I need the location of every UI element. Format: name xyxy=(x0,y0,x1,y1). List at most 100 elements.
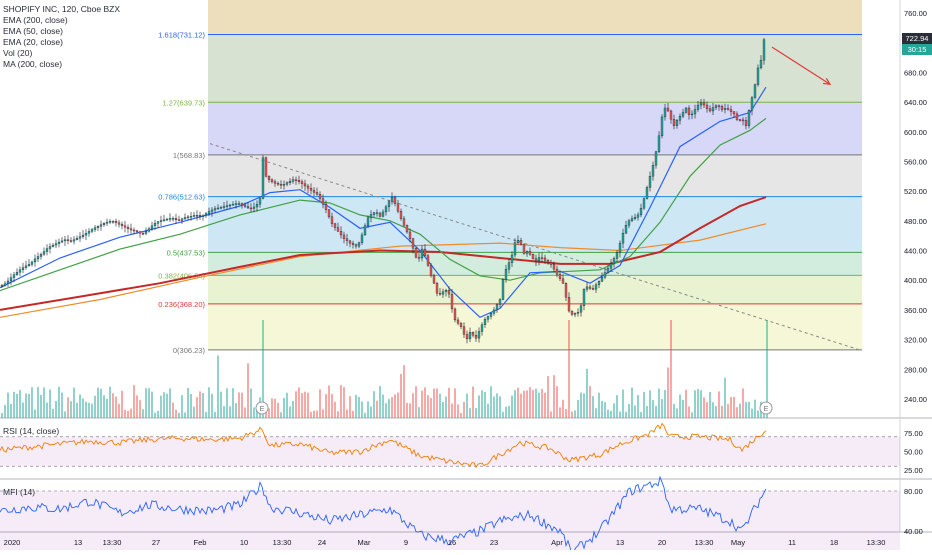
volume-bar xyxy=(331,394,333,418)
candle-body xyxy=(405,225,409,233)
volume-bar xyxy=(241,392,243,418)
arrow-drawing[interactable] xyxy=(771,46,832,86)
legend-volume[interactable]: Vol (20) xyxy=(3,48,33,58)
volume-bar xyxy=(79,394,81,418)
candle-body xyxy=(603,272,607,278)
volume-bar xyxy=(46,402,48,418)
volume-bar xyxy=(115,396,117,418)
candle-body xyxy=(246,206,250,209)
volume-bar xyxy=(307,392,309,418)
volume-bar xyxy=(202,393,204,418)
candle-body xyxy=(279,184,283,186)
volume-bar xyxy=(157,410,159,418)
candle-body xyxy=(177,219,181,222)
candle-body xyxy=(438,293,442,295)
candle-body xyxy=(591,288,595,290)
volume-bar xyxy=(520,393,522,418)
earnings-marker-icon xyxy=(255,401,269,415)
candle-body xyxy=(27,264,31,267)
candle-body xyxy=(24,265,28,268)
candle-body xyxy=(96,226,100,228)
volume-bar xyxy=(70,401,72,418)
candle-body xyxy=(510,254,514,263)
mfi-pane-label[interactable]: MFI (14) xyxy=(3,487,36,497)
volume-bar xyxy=(604,402,606,418)
price-tick: 600.00 xyxy=(904,128,927,137)
price-tick: 320.00 xyxy=(904,336,927,345)
candle-body xyxy=(78,236,82,239)
legend-ema20[interactable]: EMA (20, close) xyxy=(3,37,63,47)
volume-bar xyxy=(529,387,531,418)
mfi-band xyxy=(0,491,900,551)
candle-body xyxy=(231,204,235,206)
candle-body xyxy=(0,285,4,287)
volume-bar xyxy=(544,392,546,418)
candle-body xyxy=(429,265,433,276)
volume-bar xyxy=(679,394,681,418)
volume-bar xyxy=(148,388,150,418)
candle-body xyxy=(630,218,634,221)
candle-body xyxy=(516,239,520,243)
volume-bar xyxy=(397,392,399,418)
volume-bar xyxy=(724,377,726,418)
candle-body xyxy=(318,194,322,199)
candle-body xyxy=(747,110,751,126)
volume-bar xyxy=(424,387,426,418)
volume-bar xyxy=(601,400,603,418)
legend-ema200[interactable]: EMA (200, close) xyxy=(3,15,68,25)
candle-body xyxy=(372,212,376,215)
rsi-pane-label[interactable]: RSI (14, close) xyxy=(3,426,60,436)
volume-bar xyxy=(643,391,645,418)
volume-bar xyxy=(343,387,345,418)
mfi-pane xyxy=(0,475,900,555)
candle-body xyxy=(336,227,340,232)
volume-bar xyxy=(466,393,468,418)
candle-body xyxy=(201,215,205,217)
volume-bar xyxy=(220,391,222,418)
price-tick: 280.00 xyxy=(904,365,927,374)
candle-body xyxy=(552,264,556,270)
candle-body xyxy=(45,248,49,252)
candle-body xyxy=(255,203,259,208)
ema50-line xyxy=(0,117,767,292)
volume-bar xyxy=(430,397,432,418)
volume-bar xyxy=(691,412,693,418)
candle-body xyxy=(264,157,268,177)
candle-body xyxy=(681,112,685,117)
candle-body xyxy=(138,231,142,234)
candle-body xyxy=(228,204,232,207)
volume-bar xyxy=(283,397,285,418)
candle-body xyxy=(54,243,58,246)
candle-body xyxy=(9,277,13,282)
legend-ma200[interactable]: MA (200, close) xyxy=(3,59,63,69)
volume-bar xyxy=(214,411,216,418)
volume-bar xyxy=(592,396,594,418)
volume-bar xyxy=(445,396,447,418)
candle-body xyxy=(378,212,382,217)
legend-ema50[interactable]: EMA (50, close) xyxy=(3,26,63,36)
candle-body xyxy=(693,109,697,115)
candle-body xyxy=(315,192,319,195)
time-tick: 16 xyxy=(448,538,456,547)
volume-bar xyxy=(685,389,687,418)
volume-bar xyxy=(136,395,138,418)
time-tick: Mar xyxy=(358,538,371,547)
volume-bar xyxy=(550,411,552,418)
volume-bar xyxy=(172,402,174,418)
volume-bar xyxy=(28,393,30,418)
candle-body xyxy=(234,203,238,205)
volume-bar xyxy=(139,400,141,418)
volume-bar xyxy=(505,406,507,418)
volume-bar xyxy=(355,394,357,418)
candle-body xyxy=(492,309,496,314)
time-axis[interactable]: 2020 13 13:30 27 Feb 10 13:30 24 Mar 9 16 23 Apr 13 20… xyxy=(4,538,886,547)
time-tick: Apr xyxy=(551,538,563,547)
price-axis[interactable]: 760.00720.00680.00640.00600.00560.00520.… xyxy=(904,9,927,536)
volume-bar xyxy=(463,401,465,418)
volume-bar xyxy=(394,394,396,418)
symbol-title[interactable]: SHOPIFY INC, 120, Cboe BZX xyxy=(3,4,120,14)
volume-bar xyxy=(25,393,27,418)
